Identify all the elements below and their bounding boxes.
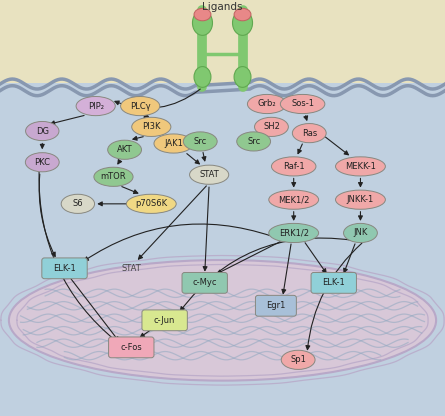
Ellipse shape — [281, 350, 315, 369]
Ellipse shape — [76, 97, 115, 116]
Ellipse shape — [108, 140, 142, 159]
Text: PKC: PKC — [34, 158, 50, 167]
Text: Raf-1: Raf-1 — [283, 162, 304, 171]
FancyBboxPatch shape — [0, 0, 445, 83]
Ellipse shape — [121, 97, 160, 116]
Ellipse shape — [336, 157, 385, 176]
Text: JNKK-1: JNKK-1 — [347, 195, 374, 204]
Text: c-Myc: c-Myc — [192, 278, 217, 287]
Ellipse shape — [194, 67, 211, 87]
Ellipse shape — [271, 157, 316, 176]
Text: PLCγ: PLCγ — [130, 102, 150, 111]
FancyBboxPatch shape — [311, 272, 356, 293]
FancyBboxPatch shape — [0, 83, 445, 416]
Ellipse shape — [61, 194, 94, 213]
Text: c-Fos: c-Fos — [121, 343, 142, 352]
FancyBboxPatch shape — [142, 310, 187, 331]
Ellipse shape — [154, 134, 193, 153]
Ellipse shape — [280, 94, 325, 114]
Text: p70S6K: p70S6K — [135, 199, 167, 208]
Text: SH2: SH2 — [263, 122, 280, 131]
Text: c-Jun: c-Jun — [154, 316, 175, 325]
Ellipse shape — [344, 223, 377, 243]
Ellipse shape — [237, 132, 271, 151]
Text: JAK1: JAK1 — [164, 139, 183, 148]
Text: Src: Src — [194, 137, 207, 146]
Text: JNK: JNK — [353, 228, 368, 238]
Text: Sp1: Sp1 — [290, 355, 306, 364]
Ellipse shape — [292, 124, 326, 143]
Text: PI3K: PI3K — [142, 122, 161, 131]
Ellipse shape — [247, 94, 287, 114]
Ellipse shape — [233, 10, 253, 35]
Text: Src: Src — [247, 137, 260, 146]
FancyBboxPatch shape — [42, 258, 87, 279]
Text: DG: DG — [36, 126, 49, 136]
Text: MEK1/2: MEK1/2 — [278, 195, 309, 204]
Text: ELK-1: ELK-1 — [53, 264, 76, 273]
Text: S6: S6 — [73, 199, 83, 208]
Ellipse shape — [25, 153, 59, 172]
Ellipse shape — [194, 8, 211, 21]
Text: STAT: STAT — [199, 170, 219, 179]
Ellipse shape — [234, 8, 251, 21]
Text: ELK-1: ELK-1 — [322, 278, 345, 287]
Text: STAT: STAT — [121, 264, 141, 273]
Text: AKT: AKT — [117, 145, 133, 154]
Ellipse shape — [190, 165, 229, 184]
Ellipse shape — [9, 260, 436, 381]
Text: Ligands: Ligands — [202, 2, 243, 12]
FancyBboxPatch shape — [255, 295, 296, 316]
Ellipse shape — [193, 10, 213, 35]
FancyBboxPatch shape — [109, 337, 154, 358]
Ellipse shape — [26, 121, 59, 141]
Text: Grb₂: Grb₂ — [258, 99, 276, 109]
Ellipse shape — [336, 190, 385, 209]
FancyBboxPatch shape — [182, 272, 227, 293]
Text: MEKK-1: MEKK-1 — [345, 162, 376, 171]
Ellipse shape — [94, 167, 133, 186]
Text: Sos-1: Sos-1 — [291, 99, 314, 109]
Ellipse shape — [255, 117, 288, 136]
Ellipse shape — [269, 190, 319, 209]
Text: Egr1: Egr1 — [266, 301, 286, 310]
Text: mTOR: mTOR — [101, 172, 126, 181]
Ellipse shape — [126, 194, 176, 213]
Ellipse shape — [132, 117, 171, 136]
Ellipse shape — [269, 223, 319, 243]
Text: Ras: Ras — [302, 129, 317, 138]
Ellipse shape — [183, 132, 217, 151]
Text: PIP₂: PIP₂ — [88, 102, 104, 111]
Text: ERK1/2: ERK1/2 — [279, 228, 309, 238]
Ellipse shape — [234, 67, 251, 87]
